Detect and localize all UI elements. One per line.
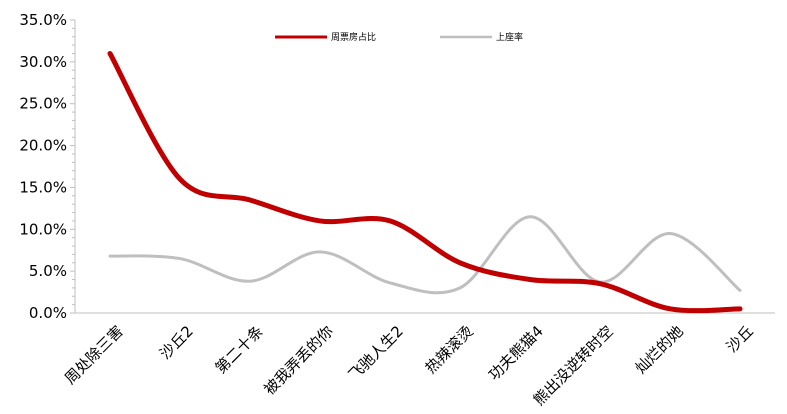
legend-item-0: 周票房占比 <box>275 31 376 43</box>
x-tick-label: 灿烂的她 <box>632 322 687 377</box>
series-line-0 <box>107 50 743 314</box>
y-tick-label: 0.0% <box>29 304 67 322</box>
series-1 <box>108 215 742 295</box>
y-tick-label: 30.0% <box>19 53 67 71</box>
legend-item-1: 上座率 <box>440 31 523 43</box>
y-tick-label: 5.0% <box>29 262 67 280</box>
x-tick-label: 被我弄丢的你 <box>260 322 336 398</box>
legend-label: 上座率 <box>496 31 523 43</box>
y-tick-label: 15.0% <box>19 178 67 196</box>
x-tick-label: 沙丘2 <box>156 322 197 363</box>
y-tick-label: 20.0% <box>19 137 67 155</box>
series-0 <box>107 50 743 314</box>
x-tick-label: 第二十条 <box>212 322 267 377</box>
series-layer <box>107 50 743 314</box>
y-tick-label: 10.0% <box>19 220 67 238</box>
x-tick-label: 沙丘 <box>723 322 757 356</box>
y-tick-label: 25.0% <box>19 95 67 113</box>
x-tick-label: 热辣滚烫 <box>422 322 477 377</box>
x-tick-label: 功夫熊猫4 <box>485 322 547 384</box>
axes: 0.0% 5.0% 10.0% 15.0% 20.0% 25.0% 30.0% 35.0% 周处… <box>19 11 775 409</box>
series-line-1 <box>108 215 742 295</box>
legend-label: 周票房占比 <box>331 31 376 43</box>
y-tick-label: 35.0% <box>19 11 67 29</box>
legend: 周票房占比 上座率 <box>275 31 523 43</box>
x-tick-label: 飞驰人生2 <box>345 322 407 384</box>
x-tick-label: 周处除三害 <box>61 322 127 388</box>
